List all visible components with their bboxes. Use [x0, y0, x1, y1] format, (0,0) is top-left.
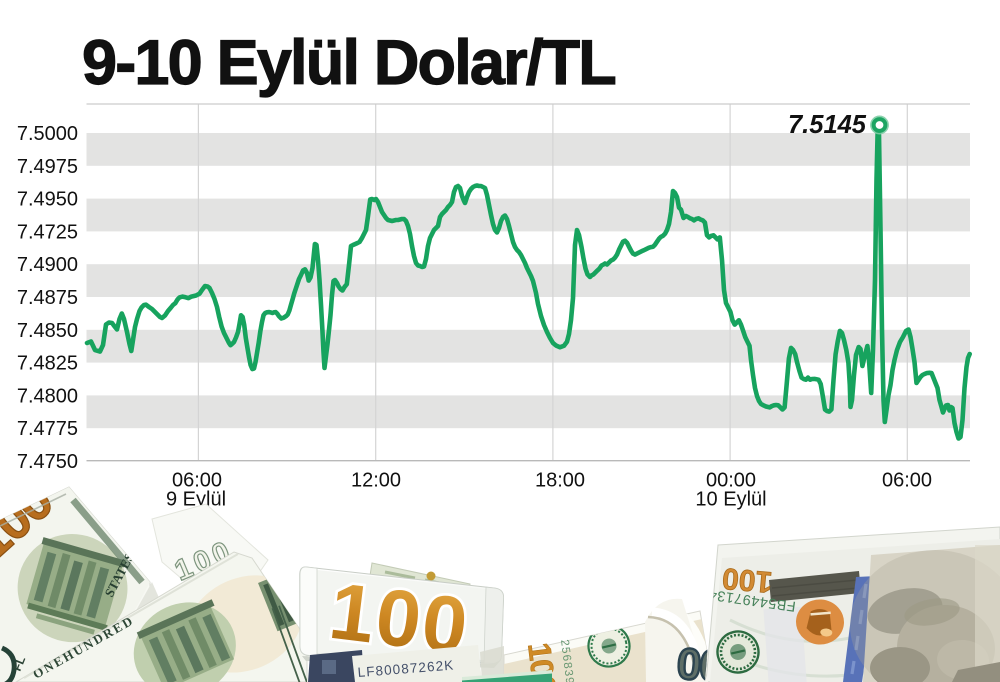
svg-text:7.4800: 7.4800: [17, 385, 78, 407]
svg-text:18:00: 18:00: [535, 469, 585, 491]
svg-text:7.4950: 7.4950: [17, 189, 78, 211]
svg-text:12:00: 12:00: [351, 469, 401, 491]
svg-text:7.4975: 7.4975: [17, 156, 78, 178]
svg-text:FL: FL: [10, 654, 28, 673]
svg-text:7.4750: 7.4750: [17, 451, 78, 473]
svg-text:00:00: 00:00: [706, 469, 756, 491]
svg-text:7.4775: 7.4775: [17, 418, 78, 440]
svg-text:10 Eylül: 10 Eylül: [695, 489, 766, 511]
svg-text:7.4850: 7.4850: [17, 320, 78, 342]
svg-text:7.5145: 7.5145: [788, 111, 867, 139]
svg-text:256839: 256839: [558, 639, 575, 682]
svg-text:7.5000: 7.5000: [17, 123, 78, 145]
svg-text:06:00: 06:00: [882, 469, 932, 491]
svg-text:9 Eylül: 9 Eylül: [166, 489, 226, 511]
svg-text:7.4725: 7.4725: [17, 221, 78, 243]
svg-text:7.4825: 7.4825: [17, 353, 78, 375]
svg-text:100: 100: [721, 561, 774, 598]
svg-text:06:00: 06:00: [172, 469, 222, 491]
svg-text:7.4875: 7.4875: [17, 287, 78, 309]
svg-text:7.4900: 7.4900: [17, 254, 78, 276]
